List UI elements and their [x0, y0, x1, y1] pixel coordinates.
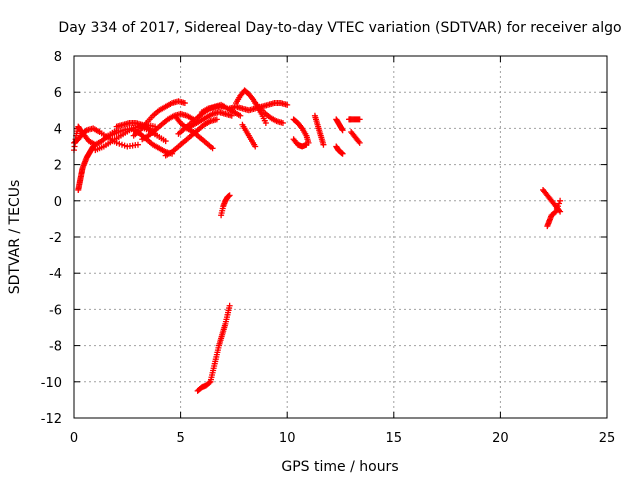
data-point	[279, 119, 286, 126]
x-tick-label: 0	[70, 431, 78, 446]
series-arc-ab	[544, 197, 564, 230]
y-tick-label: 6	[54, 86, 62, 101]
x-tick-labels: 0 5 10 15 20 25	[70, 431, 615, 446]
data-point	[92, 141, 99, 148]
data-point	[262, 119, 269, 126]
series-arc-w	[346, 116, 363, 123]
series-arc-y	[218, 192, 233, 219]
data-point	[116, 140, 123, 147]
data-point	[121, 142, 128, 149]
series-arc-h	[139, 110, 197, 143]
y-tick-label: 0	[54, 195, 62, 210]
data-point	[554, 203, 561, 210]
y-tick-label: 4	[54, 122, 62, 137]
series-arc-t	[311, 112, 327, 148]
data-point	[552, 208, 559, 215]
series-arc-x	[348, 129, 363, 146]
data-point	[162, 138, 169, 145]
data-point	[284, 101, 291, 108]
y-tick-label: -2	[49, 231, 62, 246]
grid-lines	[74, 56, 607, 418]
series-arc-rise	[75, 141, 99, 193]
series-arc-q	[254, 101, 286, 126]
data-point	[213, 116, 220, 123]
chart-title: Day 334 of 2017, Sidereal Day-to-day VTE…	[58, 20, 621, 36]
x-tick-label: 20	[492, 431, 509, 446]
data-point	[118, 141, 125, 148]
x-tick-label: 5	[176, 431, 184, 446]
series-arc-g	[130, 98, 188, 139]
data-point	[226, 192, 233, 199]
x-tick-label: 25	[599, 431, 616, 446]
data-point	[252, 143, 259, 150]
data-point	[303, 141, 310, 148]
y-tick-label: -8	[49, 340, 62, 355]
series-arc-v	[333, 143, 346, 157]
data-point	[556, 200, 563, 207]
data-points	[71, 87, 564, 394]
data-point	[206, 379, 213, 386]
data-point	[181, 100, 188, 107]
data-point	[320, 141, 327, 148]
y-tick-label: -4	[49, 267, 62, 282]
x-axis-label: GPS time / hours	[281, 459, 398, 475]
data-point	[356, 139, 363, 146]
data-point	[209, 145, 216, 152]
series-arc-m	[198, 101, 244, 119]
x-tick-label: 15	[386, 431, 403, 446]
data-point	[339, 150, 346, 157]
y-tick-label: -10	[41, 376, 62, 391]
series-arc-u	[333, 116, 346, 134]
data-point	[237, 112, 244, 119]
data-point	[551, 209, 558, 216]
y-tick-label: 2	[54, 159, 62, 174]
y-tick-label: -6	[49, 303, 62, 318]
data-point	[226, 302, 233, 309]
y-tick-label: 8	[54, 50, 62, 65]
data-point	[557, 197, 564, 204]
series-arc-p	[239, 121, 259, 150]
data-point	[134, 141, 141, 148]
series-arc-s	[290, 136, 310, 150]
data-point	[553, 205, 560, 212]
series-arc-l	[183, 109, 235, 132]
y-tick-label: -12	[41, 412, 62, 427]
x-tick-label: 10	[279, 431, 296, 446]
y-tick-labels: 8 6 4 2 0 -2 -4 -6 -8 -10 -12	[41, 50, 62, 427]
series-arc-r	[290, 116, 312, 146]
plot-frame	[73, 55, 608, 419]
y-axis-label: SDTVAR / TECUs	[7, 180, 23, 295]
data-point	[356, 116, 363, 123]
data-point	[339, 127, 346, 134]
series-arc-z	[194, 302, 233, 394]
